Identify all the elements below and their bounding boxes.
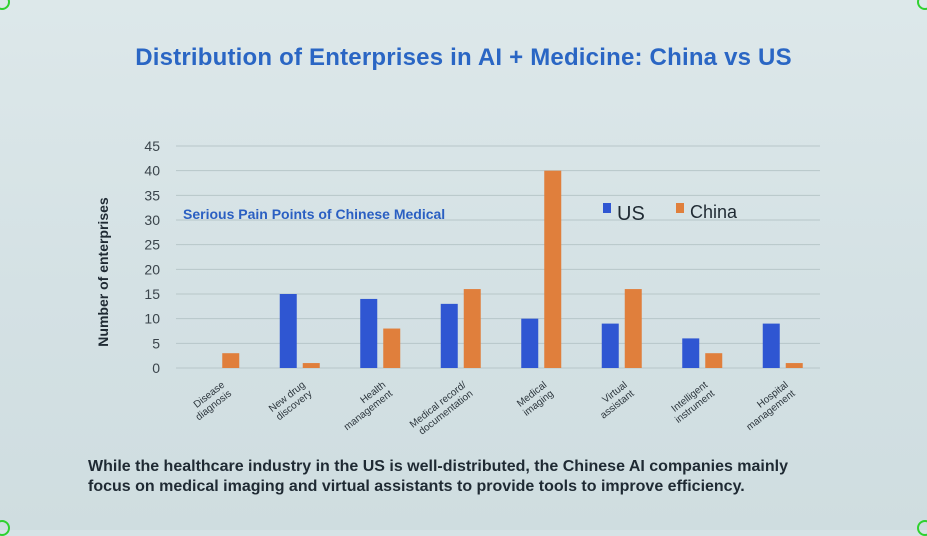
bar-us-medical-imaging bbox=[521, 318, 539, 368]
y-tick-label: 45 bbox=[144, 138, 160, 154]
bar-us-hospital-management bbox=[762, 323, 780, 368]
corner-marker-bottom-right bbox=[917, 520, 927, 536]
legend-china-label: China bbox=[690, 202, 738, 222]
bar-china-intelligent-instrument bbox=[705, 353, 723, 368]
y-tick-label: 0 bbox=[152, 360, 160, 376]
bar-china-medical-imaging bbox=[544, 170, 562, 368]
corner-marker-top-right bbox=[917, 0, 927, 10]
bar-us-virtual-assistant bbox=[601, 323, 619, 368]
x-tick-label: Medical record/documentation bbox=[408, 380, 475, 438]
bar-china-new-drug-discovery bbox=[302, 363, 320, 368]
legend-us-swatch bbox=[603, 203, 611, 213]
y-tick-label: 5 bbox=[152, 335, 160, 351]
bar-us-medical-record-documentation bbox=[440, 303, 458, 368]
bars bbox=[222, 170, 803, 368]
bar-china-medical-record-documentation bbox=[463, 289, 481, 368]
corner-marker-bottom-left bbox=[0, 520, 10, 536]
chart-annotation: Serious Pain Points of Chinese Medical bbox=[183, 206, 445, 222]
y-tick-label: 40 bbox=[144, 163, 160, 179]
y-tick-label: 30 bbox=[144, 212, 160, 228]
legend-china-swatch bbox=[676, 203, 684, 213]
bar-us-health-management bbox=[360, 298, 378, 368]
bar-us-intelligent-instrument bbox=[682, 338, 700, 368]
y-tick-label: 10 bbox=[144, 311, 160, 327]
chart-caption: While the healthcare industry in the US … bbox=[88, 457, 908, 497]
y-tick-label: 15 bbox=[144, 286, 160, 302]
y-axis-ticks: 0 5 10 15 20 25 30 35 40 45 bbox=[144, 138, 160, 376]
y-tick-label: 25 bbox=[144, 237, 160, 253]
bar-china-health-management bbox=[383, 328, 401, 368]
corner-marker-top-left bbox=[0, 0, 10, 10]
y-tick-label: 35 bbox=[144, 187, 160, 203]
gridlines bbox=[176, 145, 820, 369]
bar-china-virtual-assistant bbox=[624, 289, 642, 368]
y-axis-label: Number of enterprises bbox=[95, 197, 111, 347]
bar-china-disease-diagnosis bbox=[222, 353, 240, 368]
bar-china-hospital-management bbox=[785, 363, 803, 368]
legend-us-label: US bbox=[617, 203, 645, 225]
caption-line-1: While the healthcare industry in the US … bbox=[88, 458, 788, 475]
chart-title: Distribution of Enterprises in AI + Medi… bbox=[135, 44, 792, 71]
legend: US China bbox=[603, 202, 738, 225]
bar-us-new-drug-discovery bbox=[279, 294, 297, 368]
caption-line-2: focus on medical imaging and virtual ass… bbox=[88, 478, 745, 495]
y-tick-label: 20 bbox=[144, 261, 160, 277]
